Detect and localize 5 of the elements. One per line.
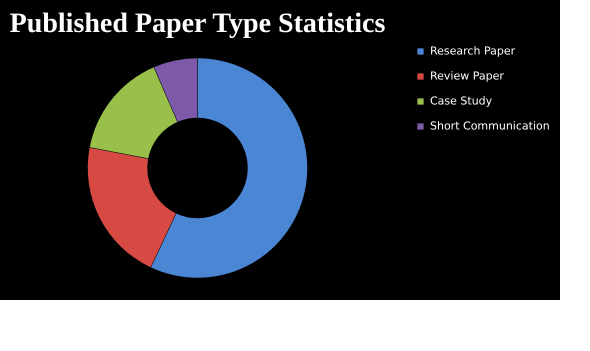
legend-label: Short Communication (430, 120, 550, 132)
chart-title: Published Paper Type Statistics (10, 8, 386, 39)
legend-label: Review Paper (430, 70, 504, 82)
legend-label: Case Study (430, 94, 493, 108)
legend-label: Research Paper (430, 44, 516, 58)
